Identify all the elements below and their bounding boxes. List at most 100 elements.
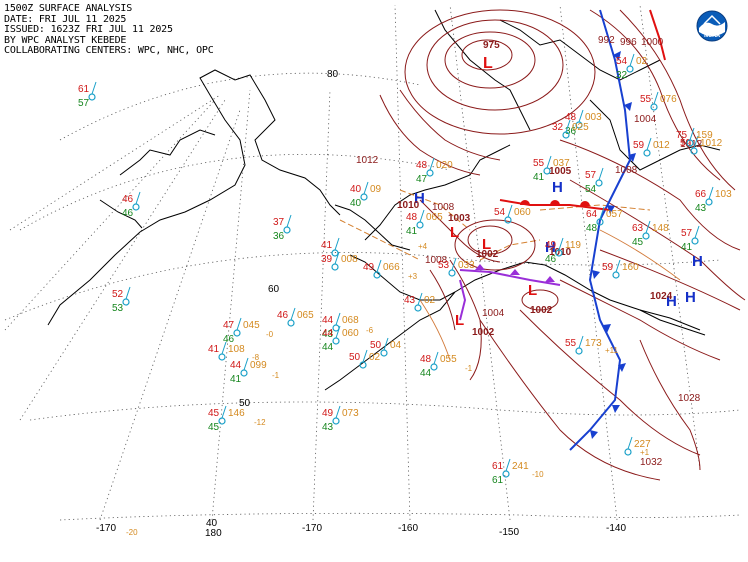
wind-barb (376, 259, 382, 273)
wind-barb (578, 335, 584, 349)
pressure-value: 076 (660, 94, 677, 105)
station-circle (705, 198, 713, 206)
latitude-circle-50 (29, 401, 741, 421)
pressure-value: 09 (370, 184, 382, 195)
pressure-value: 227 (634, 439, 651, 450)
station-circle (360, 193, 368, 201)
isobar-label: 1032 (640, 457, 663, 468)
temperature-value: 50 (349, 352, 361, 363)
station-plot: 49 43 073 (322, 405, 359, 433)
isobars (379, 9, 746, 481)
low-center-value: 1002 (472, 327, 495, 338)
pressure-value: 060 (514, 207, 531, 218)
station-plot: 75 159 (676, 127, 713, 147)
temperature-value: 54 (494, 207, 506, 218)
pressure-value: 066 (383, 262, 400, 273)
station-circle (504, 216, 512, 224)
station-circle (233, 329, 241, 337)
pressure-value: 103 (715, 189, 732, 200)
analyst-name: BY WPC ANALYST KEBEDE (4, 34, 127, 46)
high-center-value: 1005 (549, 166, 572, 177)
pressure-value: 173 (585, 338, 602, 349)
station-plot: 47 46 045 (223, 317, 260, 345)
noaa-logo-text: NOAA (704, 33, 720, 39)
wind-barb (362, 349, 368, 363)
station-circle (650, 103, 658, 111)
isobar-small-low (521, 289, 559, 311)
dewpoint-value: 43 (322, 422, 334, 433)
wind-barb (243, 357, 249, 371)
station-plot: 227 (624, 436, 651, 456)
station-plot: 54 32 02 (616, 53, 648, 81)
isobar-label: 1004 (634, 114, 657, 125)
low-center-value: 1002 (530, 305, 553, 316)
warm-front-bump (550, 200, 560, 205)
low-center-letter: L (455, 312, 464, 329)
wind-barb (433, 351, 439, 365)
trough-2 (339, 219, 421, 261)
wind-barb (221, 405, 227, 419)
wind-barb (578, 109, 584, 123)
graticule-labels: 80 60 50 40 180 -170 -160 -150 -140 -170 (96, 69, 626, 539)
temperature-value: 59 (633, 140, 645, 151)
low-center-value: 1002 (476, 249, 499, 260)
isobar-low-ring-2 (454, 219, 536, 271)
alaska-north-coast (334, 204, 411, 251)
occluded-front-2 (459, 279, 467, 321)
isobar-label: 1008 (425, 255, 448, 266)
temperature-value: 66 (695, 189, 707, 200)
warm-front-bump (580, 201, 590, 206)
station-plot: 55 173 (565, 335, 602, 355)
station-plot: 53 033 (438, 257, 475, 277)
temperature-value: 48 (565, 112, 577, 123)
station-plot: 54 060 (494, 204, 531, 224)
high-center-letter: H (545, 239, 556, 256)
wind-barb (221, 341, 227, 355)
station-plot: 43 02 (404, 292, 436, 312)
wind-barb (334, 237, 340, 251)
tendency-value: -1 (465, 364, 473, 373)
occluded-symbol (510, 269, 520, 275)
isobar-sw-1 (419, 199, 501, 263)
wind-barb (598, 167, 604, 181)
issued-time: ISSUED: 1623Z FRI JUL 11 2025 (4, 24, 173, 35)
dewpoint-value: 61 (492, 475, 504, 486)
dewpoint-value: 43 (322, 329, 334, 340)
station-plot: 48 44 055 (420, 351, 457, 379)
station-plot: 49 066 (363, 259, 400, 279)
pressure-value: 068 (342, 315, 359, 326)
pressure-value: 108 (228, 344, 245, 355)
wind-barb (335, 325, 341, 339)
isobar-label: 1012 (680, 139, 703, 150)
isobar-orange-1 (419, 299, 451, 361)
station-plot: 40 40 09 (350, 181, 382, 209)
temperature-value: 49 (322, 408, 334, 419)
dewpoint-value: 41 (406, 226, 418, 237)
temperature-value: 61 (78, 84, 90, 95)
low-center-value: 1003 (448, 213, 471, 224)
isobars-secondary (419, 229, 681, 361)
tendency-value: +4 (418, 242, 428, 251)
greenland-canada-coast (434, 9, 531, 131)
station-plot: 64 48 057 (586, 206, 623, 234)
tendency-value: +11 (605, 346, 619, 355)
latitude-label: 40 (206, 518, 218, 529)
station-circle (283, 226, 291, 234)
isobar-label: 992 (598, 35, 615, 46)
bc-coast (639, 309, 706, 336)
isobar-mid-1 (449, 259, 482, 381)
station-plot: 48 41 065 (406, 209, 443, 237)
isobar-label: 1004 (482, 308, 505, 319)
dewpoint-value: 45 (632, 237, 644, 248)
temperature-value: 59 (602, 262, 614, 273)
temperature-value: 48 (406, 212, 418, 223)
temperature-value: 55 (565, 338, 577, 349)
temperature-value: 64 (586, 209, 598, 220)
graticule (4, 4, 741, 521)
wind-barb (629, 53, 635, 67)
station-plot: 44 41 099 (230, 357, 267, 385)
temperature-value: 59 (680, 138, 692, 149)
wind-barb (653, 91, 659, 105)
